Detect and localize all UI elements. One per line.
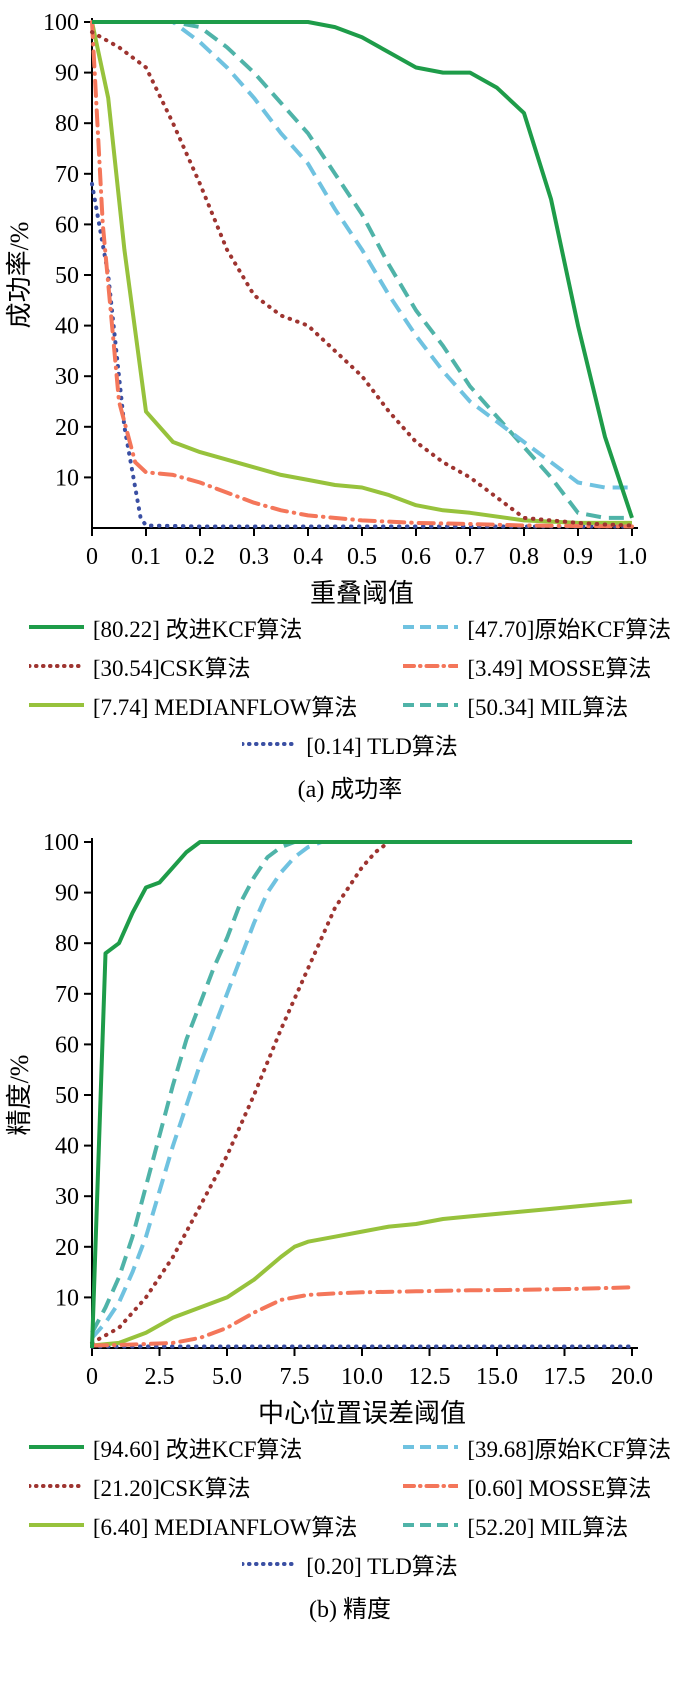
figure-precision: 10 20 30 40 50 60 70 80 90 100 0 2.5 5.0 7.5 10.0 12.5 1… xyxy=(0,820,700,1640)
legend-item-medianflow: [6.40] MEDIANFLOW算法 xyxy=(28,1508,358,1542)
svg-text:60: 60 xyxy=(55,212,79,238)
svg-text:精度/%: 精度/% xyxy=(5,1055,34,1136)
svg-text:80: 80 xyxy=(55,931,79,957)
svg-text:1.0: 1.0 xyxy=(617,544,647,570)
legend-item-original-kcf: [47.70]原始KCF算法 xyxy=(403,610,671,644)
svg-text:10: 10 xyxy=(55,465,79,491)
legend-label: [0.20] TLD算法 xyxy=(306,1554,458,1579)
svg-text:0.6: 0.6 xyxy=(401,544,431,570)
legend-label: [0.60] MOSSE算法 xyxy=(467,1476,652,1501)
legend-line-improved-kcf xyxy=(28,1445,84,1449)
legend-label: [52.20] MIL算法 xyxy=(467,1515,629,1540)
svg-text:60: 60 xyxy=(55,1032,79,1058)
legend-line-mosse xyxy=(403,664,459,668)
legend-line-mil xyxy=(403,1523,459,1527)
svg-text:50: 50 xyxy=(55,263,79,289)
svg-text:0.8: 0.8 xyxy=(509,544,539,570)
svg-text:12.5: 12.5 xyxy=(409,1364,451,1390)
svg-text:15.0: 15.0 xyxy=(476,1364,518,1390)
svg-text:100: 100 xyxy=(43,10,79,36)
legend-line-mosse xyxy=(403,1484,459,1488)
legend-label: [21.20]CSK算法 xyxy=(92,1476,251,1501)
svg-text:0.2: 0.2 xyxy=(185,544,215,570)
legend-line-medianflow xyxy=(28,1523,84,1527)
svg-text:70: 70 xyxy=(55,162,79,188)
precision-plot: 10 20 30 40 50 60 70 80 90 100 0 2.5 5.0 7.5 10.0 12.5 1… xyxy=(5,830,653,1428)
svg-text:20: 20 xyxy=(55,1235,79,1261)
legend-line-tld xyxy=(242,1562,298,1566)
svg-text:2.5: 2.5 xyxy=(145,1364,175,1390)
legend-line-medianflow xyxy=(28,703,84,707)
svg-text:90: 90 xyxy=(55,881,79,907)
svg-text:100: 100 xyxy=(43,830,79,856)
svg-text:30: 30 xyxy=(55,1184,79,1210)
svg-text:成功率/%: 成功率/% xyxy=(5,222,34,329)
svg-text:7.5: 7.5 xyxy=(280,1364,310,1390)
legend-item-tld: [0.14] TLD算法 xyxy=(242,727,458,761)
svg-text:80: 80 xyxy=(55,111,79,137)
legend-line-tld xyxy=(242,742,298,746)
svg-text:0.7: 0.7 xyxy=(455,544,485,570)
legend-item-csk: [21.20]CSK算法 xyxy=(28,1469,357,1503)
svg-text:0.1: 0.1 xyxy=(131,544,161,570)
legend-item-tld: [0.20] TLD算法 xyxy=(242,1547,458,1581)
legend-item-medianflow: [7.74] MEDIANFLOW算法 xyxy=(28,688,358,722)
svg-text:70: 70 xyxy=(55,982,79,1008)
legend-item-csk: [30.54]CSK算法 xyxy=(28,649,357,683)
legend-item-mil: [50.34] MIL算法 xyxy=(403,688,671,722)
svg-text:40: 40 xyxy=(55,314,79,340)
legend-success-rate: [80.22] 改进KCF算法 [47.70]原始KCF算法 [30.54]CS… xyxy=(28,610,671,761)
legend-item-improved-kcf: [94.60] 改进KCF算法 xyxy=(28,1430,357,1464)
legend-line-mil xyxy=(403,703,459,707)
svg-text:0.9: 0.9 xyxy=(563,544,593,570)
legend-line-improved-kcf xyxy=(28,625,84,629)
legend-label: [47.70]原始KCF算法 xyxy=(467,617,672,642)
svg-text:30: 30 xyxy=(55,364,79,390)
caption-precision: (b) 精度 xyxy=(309,1597,391,1623)
legend-label: [7.74] MEDIANFLOW算法 xyxy=(92,695,358,720)
legend-label: [6.40] MEDIANFLOW算法 xyxy=(92,1515,358,1540)
caption-success-rate: (a) 成功率 xyxy=(297,777,403,803)
svg-text:20: 20 xyxy=(55,415,79,441)
svg-text:0: 0 xyxy=(86,1364,98,1390)
success-rate-plot: 10 20 30 40 50 60 70 80 90 100 0 0.1 0.2 0.3 0.4 0.5 0.6… xyxy=(5,10,647,608)
legend-item-mosse: [3.49] MOSSE算法 xyxy=(403,649,671,683)
figure-success-rate: 10 20 30 40 50 60 70 80 90 100 0 0.1 0.2 0.3 0.4 0.5 0.6… xyxy=(0,0,700,820)
legend-label: [50.34] MIL算法 xyxy=(467,695,629,720)
legend-item-mosse: [0.60] MOSSE算法 xyxy=(403,1469,671,1503)
svg-text:0.5: 0.5 xyxy=(347,544,377,570)
svg-text:17.5: 17.5 xyxy=(544,1364,586,1390)
svg-text:40: 40 xyxy=(55,1134,79,1160)
legend-precision: [94.60] 改进KCF算法 [39.68]原始KCF算法 [21.20]CS… xyxy=(28,1430,671,1581)
svg-text:10: 10 xyxy=(55,1285,79,1311)
svg-text:10.0: 10.0 xyxy=(341,1364,383,1390)
legend-label: [3.49] MOSSE算法 xyxy=(467,656,652,681)
svg-text:中心位置误差阈值: 中心位置误差阈值 xyxy=(258,1399,466,1428)
svg-text:50: 50 xyxy=(55,1083,79,1109)
legend-line-original-kcf xyxy=(403,1445,459,1449)
legend-label: [94.60] 改进KCF算法 xyxy=(92,1437,303,1462)
legend-label: [80.22] 改进KCF算法 xyxy=(92,617,303,642)
svg-text:0: 0 xyxy=(86,544,98,570)
legend-line-original-kcf xyxy=(403,625,459,629)
svg-text:5.0: 5.0 xyxy=(212,1364,242,1390)
svg-text:重叠阈值: 重叠阈值 xyxy=(310,579,414,608)
legend-line-csk xyxy=(28,1484,84,1488)
svg-text:20.0: 20.0 xyxy=(611,1364,653,1390)
legend-item-mil: [52.20] MIL算法 xyxy=(403,1508,671,1542)
legend-item-improved-kcf: [80.22] 改进KCF算法 xyxy=(28,610,357,644)
svg-text:90: 90 xyxy=(55,61,79,87)
legend-line-csk xyxy=(28,664,84,668)
legend-label: [30.54]CSK算法 xyxy=(92,656,251,681)
legend-label: [0.14] TLD算法 xyxy=(306,734,458,759)
svg-text:0.4: 0.4 xyxy=(293,544,323,570)
legend-item-original-kcf: [39.68]原始KCF算法 xyxy=(403,1430,671,1464)
svg-text:0.3: 0.3 xyxy=(239,544,269,570)
legend-label: [39.68]原始KCF算法 xyxy=(467,1437,672,1462)
